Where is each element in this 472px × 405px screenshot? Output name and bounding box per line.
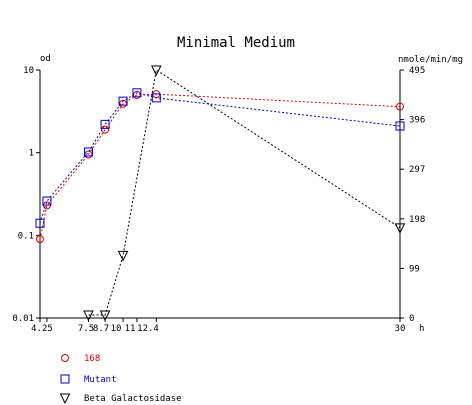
data-point-series-1 [101, 125, 110, 134]
x-tick-label: 12.4 [137, 324, 159, 334]
left-tick-label: 0.1 [18, 231, 34, 241]
data-point-series-3 [150, 65, 162, 77]
right-tick-label: 99 [409, 264, 420, 274]
right-tick-label: 495 [409, 66, 425, 76]
x-tick-label: 8.7 [93, 324, 109, 334]
legend-marker-3 [59, 393, 71, 405]
left-tick-label: 10 [23, 66, 34, 76]
right-axis-ticks: 0 99 198 297 396 495 [400, 66, 425, 324]
data-point-series-3 [83, 310, 94, 322]
series-line-1 [39, 93, 401, 240]
x-tick-label: 7.5 [78, 324, 94, 334]
x-axis-label: h [419, 324, 424, 334]
data-point-series-3 [394, 223, 406, 234]
data-point-series-1 [396, 102, 404, 111]
data-point-series-2 [42, 196, 52, 206]
legend-marker-1 [61, 354, 69, 362]
right-tick-label: 396 [409, 116, 425, 126]
right-axis-label: nmole/min/mg [398, 55, 463, 65]
x-axis-ticks: 4.25 7.58.7 10 11 12.4 30 [31, 318, 405, 334]
left-tick-label: 0.01 [12, 314, 34, 324]
legend-label-3: Beta Galactosidase [84, 394, 182, 404]
legend-marker-2 [60, 374, 70, 384]
data-point-series-2 [83, 147, 93, 157]
x-tick-label: 10 [111, 324, 122, 334]
left-axis-label: od [40, 54, 51, 64]
data-point-series-2 [35, 218, 45, 228]
x-tick-label: 30 [395, 324, 406, 334]
right-tick-label: 0 [409, 314, 414, 324]
series-line-2 [39, 92, 401, 224]
legend-label-2: Mutant [84, 375, 117, 385]
x-tick-label: 11 [125, 324, 136, 334]
right-tick-label: 297 [409, 165, 425, 175]
data-point-series-2 [132, 88, 142, 98]
data-point-series-2 [395, 121, 405, 131]
left-tick-label: 1 [29, 149, 34, 159]
data-point-series-3 [117, 250, 129, 262]
x-tick-label: 4.25 [31, 324, 53, 334]
series-layer [35, 65, 406, 322]
legend-label-1: 168 [84, 354, 100, 364]
legend: 168 Mutant Beta Galactosidase [59, 354, 182, 405]
series-line-3 [88, 69, 401, 316]
data-point-series-2 [100, 119, 110, 129]
data-point-series-2 [118, 96, 128, 106]
right-tick-label: 198 [409, 215, 425, 225]
left-axis-ticks: 0.01 0.1 1 10 [12, 66, 40, 324]
data-point-series-2 [151, 93, 161, 103]
data-point-series-1 [36, 235, 44, 244]
data-point-series-3 [99, 310, 111, 322]
chart-title: Minimal Medium [177, 35, 295, 51]
